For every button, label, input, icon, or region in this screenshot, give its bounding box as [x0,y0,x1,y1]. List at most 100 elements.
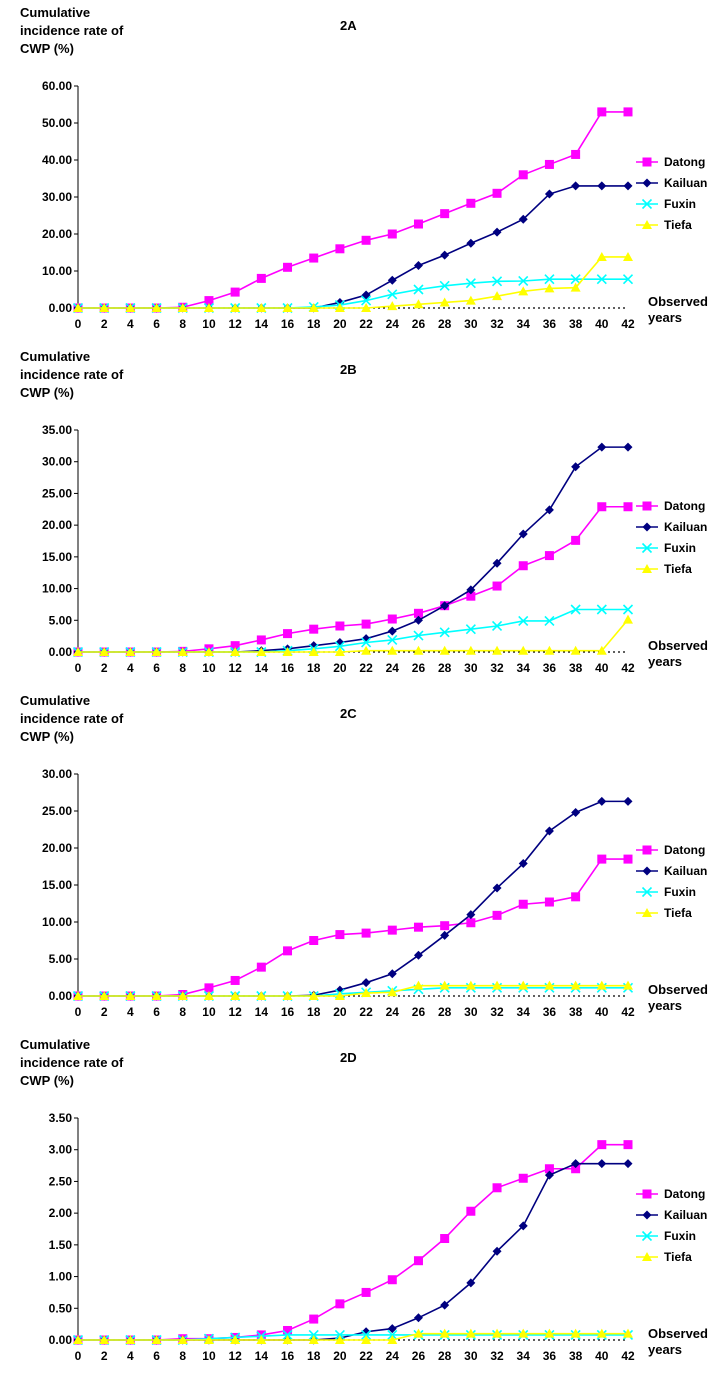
legend-label: Fuxin [664,197,696,211]
data-point-kailuan [571,181,581,191]
data-point-datong [361,235,371,245]
x-tick-label: 18 [307,317,321,331]
data-point-tiefa [230,647,241,656]
legend-swatch-marker [642,220,652,229]
data-point-fuxin [465,278,476,289]
chart-title: 2C [340,706,357,721]
data-point-kailuan [571,462,581,472]
data-point-fuxin [439,627,450,638]
y-tick-label: 5.00 [49,613,73,627]
data-point-datong [413,1256,423,1266]
data-point-tiefa [334,647,345,656]
data-point-kailuan [597,1159,607,1169]
data-point-datong [571,1164,581,1174]
data-point-tiefa [125,303,136,312]
x-tick-label: 38 [569,1349,583,1363]
series-line-tiefa [78,984,628,997]
chart-title: 2B [340,362,357,377]
series-line-datong [78,1143,628,1341]
x-tick-label: 0 [75,1349,82,1363]
data-point-kailuan [492,558,502,568]
series-line-tiefa [78,256,628,309]
data-point-fuxin [361,1329,372,1340]
data-point-tiefa [177,303,188,312]
chart-panel-2b: Cumulative incidence rate of CWP (%) 2B Ob… [0,344,724,688]
data-point-fuxin [439,280,450,291]
data-point-tiefa [99,647,110,656]
data-point-tiefa [387,987,398,997]
data-point-kailuan [544,826,554,836]
legend-label: Kailuan [664,520,707,534]
series-datong [73,1140,633,1345]
legend-label: Tiefa [664,218,692,232]
data-point-datong [335,244,345,254]
legend-label: Datong [664,155,705,169]
data-point-kailuan [387,969,397,979]
series-line-datong [78,505,628,653]
data-point-fuxin [518,275,529,287]
y-tick-label: 0.00 [49,301,73,315]
data-point-tiefa [151,647,162,656]
x-tick-label: 18 [307,1005,321,1019]
data-point-kailuan [518,1221,528,1231]
x-tick-label: 30 [464,317,478,331]
data-point-tiefa [151,991,162,1000]
x-tick-label: 4 [127,1349,134,1363]
y-tick-label: 5.00 [49,952,73,966]
x-tick-label: 10 [202,317,216,331]
data-point-fuxin [334,641,345,652]
data-point-tiefa [230,303,241,312]
x-axis-label: Observed years [648,294,708,325]
x-tick-label: 32 [490,661,504,675]
data-point-datong [413,922,423,932]
data-point-datong [466,1206,476,1216]
data-point-tiefa [282,1335,293,1344]
y-tick-label: 10.00 [42,582,72,596]
data-point-tiefa [623,614,633,624]
data-point-tiefa [99,1335,110,1344]
data-point-kailuan [518,859,528,869]
data-point-tiefa [544,283,555,293]
legend-swatch-marker [642,178,652,188]
data-point-tiefa [387,301,398,311]
data-point-datong [492,581,502,591]
data-point-tiefa [596,980,607,990]
series-tiefa [73,1328,633,1344]
y-tick-label: 15.00 [42,550,72,564]
data-point-datong [466,591,476,601]
x-axis-label: Observed years [648,982,708,1013]
data-point-tiefa [544,1328,555,1338]
data-point-datong [204,983,214,993]
data-point-kailuan [518,529,528,539]
data-point-datong [309,1314,319,1324]
data-point-tiefa [465,295,476,305]
data-point-tiefa [465,1328,476,1338]
x-tick-label: 14 [255,317,269,331]
y-tick-label: 10.00 [42,915,72,929]
data-point-kailuan [440,250,450,260]
data-point-kailuan [492,1246,502,1256]
data-point-datong [256,635,266,645]
legend-entry-tiefa: Tiefa [636,218,692,232]
x-tick-label: 36 [543,661,557,675]
legend-label: Tiefa [664,562,692,576]
legend-label: Fuxin [664,885,696,899]
legend-swatch-marker [642,157,652,167]
data-point-fuxin [596,274,607,285]
y-axis-label: Cumulative incidence rate of CWP (%) [20,693,124,744]
x-tick-label: 6 [153,1005,160,1019]
legend-label: Datong [664,843,705,857]
x-tick-label: 2 [101,317,108,331]
legend-entry-fuxin: Fuxin [636,885,696,899]
data-point-datong [518,561,528,571]
data-point-tiefa [465,645,476,655]
legend-label: Kailuan [664,864,707,878]
data-point-datong [361,928,371,938]
data-point-kailuan [492,227,502,237]
x-tick-label: 6 [153,317,160,331]
data-point-fuxin [413,630,424,641]
data-point-kailuan [440,930,450,940]
data-point-kailuan [413,615,423,625]
legend-label: Kailuan [664,1208,707,1222]
